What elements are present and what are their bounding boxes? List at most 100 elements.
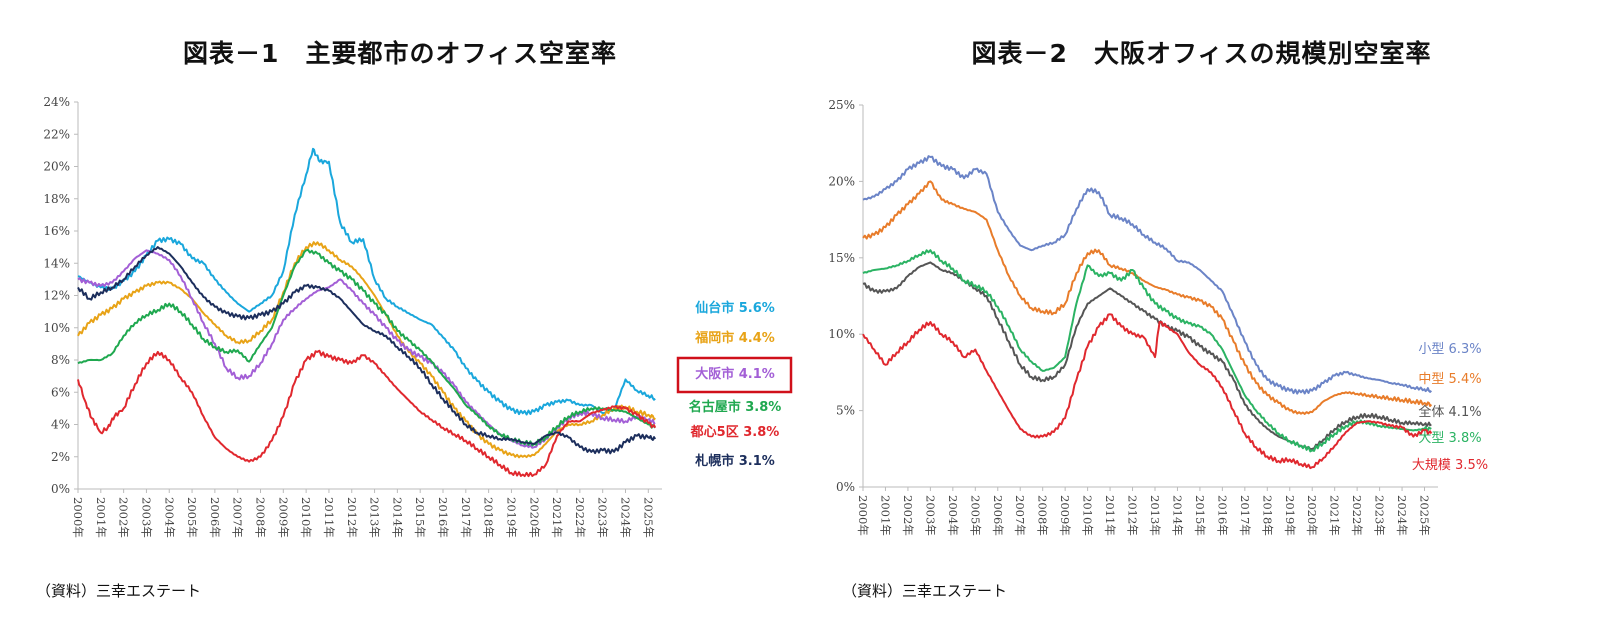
x-tick-label: 2005年: [185, 497, 199, 538]
x-tick-label: 2005年: [968, 495, 982, 536]
x-tick-label: 2003年: [139, 497, 153, 538]
highlight-box: [676, 356, 793, 394]
series-end-label: 全体 4.1%: [1418, 404, 1481, 420]
x-tick-label: 2004年: [162, 497, 176, 538]
x-tick-label: 2016年: [436, 497, 450, 538]
series-line-大阪市: [77, 249, 656, 449]
x-tick-label: 2017年: [1238, 495, 1252, 536]
x-tick-label: 2019年: [504, 497, 518, 538]
chart-1-title: 図表－1 主要都市のオフィス空室率: [183, 39, 617, 68]
x-tick-label: 2006年: [991, 495, 1005, 536]
x-tick-label: 2013年: [368, 497, 382, 538]
series-end-label: 大規模 3.5%: [1412, 458, 1488, 473]
x-tick-label: 2021年: [1328, 495, 1342, 536]
series-line-仙台市: [77, 147, 656, 416]
series-end-label: 大型 3.8%: [1418, 431, 1481, 446]
series-end-label: 福岡市 4.4%: [694, 330, 775, 346]
y-tick-label: 20%: [43, 160, 70, 174]
series-end-label: 名古屋市 3.8%: [689, 399, 782, 415]
y-tick-label: 15%: [828, 251, 855, 265]
y-tick-label: 24%: [43, 95, 70, 109]
x-tick-label: 2018年: [482, 497, 496, 538]
x-tick-label: 2007年: [1013, 495, 1027, 536]
y-tick-label: 12%: [43, 289, 70, 303]
y-tick-label: 4%: [51, 418, 70, 432]
x-tick-label: 2004年: [946, 495, 960, 536]
x-tick-label: 2003年: [923, 495, 937, 536]
y-tick-label: 25%: [828, 98, 855, 112]
series-line-名古屋市: [77, 248, 656, 447]
series-line-大規模: [862, 313, 1433, 470]
series-line-福岡市: [77, 241, 656, 459]
y-tick-label: 8%: [51, 353, 70, 367]
series-line-中型: [862, 180, 1433, 415]
series-line-全体: [862, 261, 1432, 451]
chart-panel-1: 図表－1 主要都市のオフィス空室率 0% 2% 4% 6% 8% 10% 12% 14% 16%…: [0, 0, 800, 638]
y-tick-label: 10%: [43, 321, 70, 335]
chart-1-plot: 0% 2% 4% 6% 8% 10% 12% 14% 16% 18% 20% 22% 24% 2000年 2…: [43, 95, 793, 538]
x-tick-label: 2002年: [117, 497, 131, 538]
y-tick-label: 6%: [51, 385, 70, 399]
x-tick-label: 2023年: [596, 497, 610, 538]
x-tick-label: 2002年: [901, 495, 915, 536]
x-tick-label: 2001年: [878, 495, 892, 536]
chart-1-source: （資料）三幸エステート: [36, 582, 202, 600]
x-tick-label: 2007年: [231, 497, 245, 538]
x-tick-label: 2020年: [1305, 495, 1319, 536]
series-end-label: 中型 5.4%: [1418, 372, 1481, 387]
x-tick-label: 2010年: [299, 497, 313, 538]
x-tick-label: 2025年: [641, 497, 655, 538]
x-tick-label: 2017年: [459, 497, 473, 538]
chart-2-plot: 0% 5% 10% 15% 20% 25% 2000年 2001年 2002年 2003年 2004…: [828, 98, 1488, 536]
series-end-label: 大阪市 4.1%: [695, 366, 775, 382]
x-tick-label: 2009年: [1058, 495, 1072, 536]
x-tick-label: 2024年: [1395, 495, 1409, 536]
x-tick-label: 2022年: [573, 497, 587, 538]
x-tick-label: 2025年: [1418, 495, 1432, 536]
series-end-label: 札幌市 3.1%: [694, 453, 775, 469]
x-tick-label: 2000年: [856, 495, 870, 536]
x-tick-label: 2000年: [71, 497, 85, 538]
y-tick-label: 16%: [43, 224, 70, 238]
x-tick-label: 2012年: [1126, 495, 1140, 536]
y-tick-label: 0%: [836, 480, 855, 494]
x-tick-label: 2010年: [1081, 495, 1095, 536]
chart-2-title: 図表－2 大阪オフィスの規模別空室率: [971, 39, 1432, 68]
series-line-大型: [862, 249, 1432, 453]
x-tick-label: 2011年: [1103, 495, 1117, 536]
y-tick-label: 18%: [43, 192, 70, 206]
x-tick-label: 2016年: [1215, 495, 1229, 536]
chart-2-source: （資料）三幸エステート: [842, 582, 1008, 600]
x-tick-label: 2001年: [94, 497, 108, 538]
series-end-label: 小型 6.3%: [1418, 342, 1481, 357]
x-tick-label: 2021年: [550, 497, 564, 538]
x-tick-label: 2015年: [413, 497, 427, 538]
y-tick-label: 22%: [43, 127, 70, 141]
y-tick-label: 5%: [836, 404, 855, 418]
x-tick-label: 2023年: [1373, 495, 1387, 536]
series-line-札幌市: [77, 246, 657, 455]
x-tick-label: 2012年: [345, 497, 359, 538]
x-tick-label: 2013年: [1148, 495, 1162, 536]
x-tick-label: 2024年: [619, 497, 633, 538]
series-line-小型: [862, 155, 1433, 395]
x-tick-label: 2014年: [1170, 495, 1184, 536]
chart-panel-2: 図表－2 大阪オフィスの規模別空室率 0% 5% 10% 15% 20% 25% 2000年…: [800, 0, 1603, 638]
y-tick-label: 14%: [43, 256, 70, 270]
x-tick-label: 2022年: [1350, 495, 1364, 536]
y-tick-label: 10%: [828, 327, 855, 341]
x-tick-label: 2008年: [1036, 495, 1050, 536]
y-tick-label: 0%: [51, 482, 70, 496]
y-tick-label: 2%: [51, 450, 70, 464]
x-tick-label: 2011年: [322, 497, 336, 538]
y-tick-label: 20%: [828, 174, 855, 188]
x-tick-label: 2006年: [208, 497, 222, 538]
series-end-label: 仙台市 5.6%: [695, 300, 775, 316]
x-tick-label: 2014年: [390, 497, 404, 538]
x-tick-label: 2018年: [1260, 495, 1274, 536]
x-tick-label: 2019年: [1283, 495, 1297, 536]
x-tick-label: 2015年: [1193, 495, 1207, 536]
series-end-label: 都心5区 3.8%: [690, 424, 780, 440]
x-tick-label: 2008年: [254, 497, 268, 538]
x-tick-label: 2020年: [527, 497, 541, 538]
